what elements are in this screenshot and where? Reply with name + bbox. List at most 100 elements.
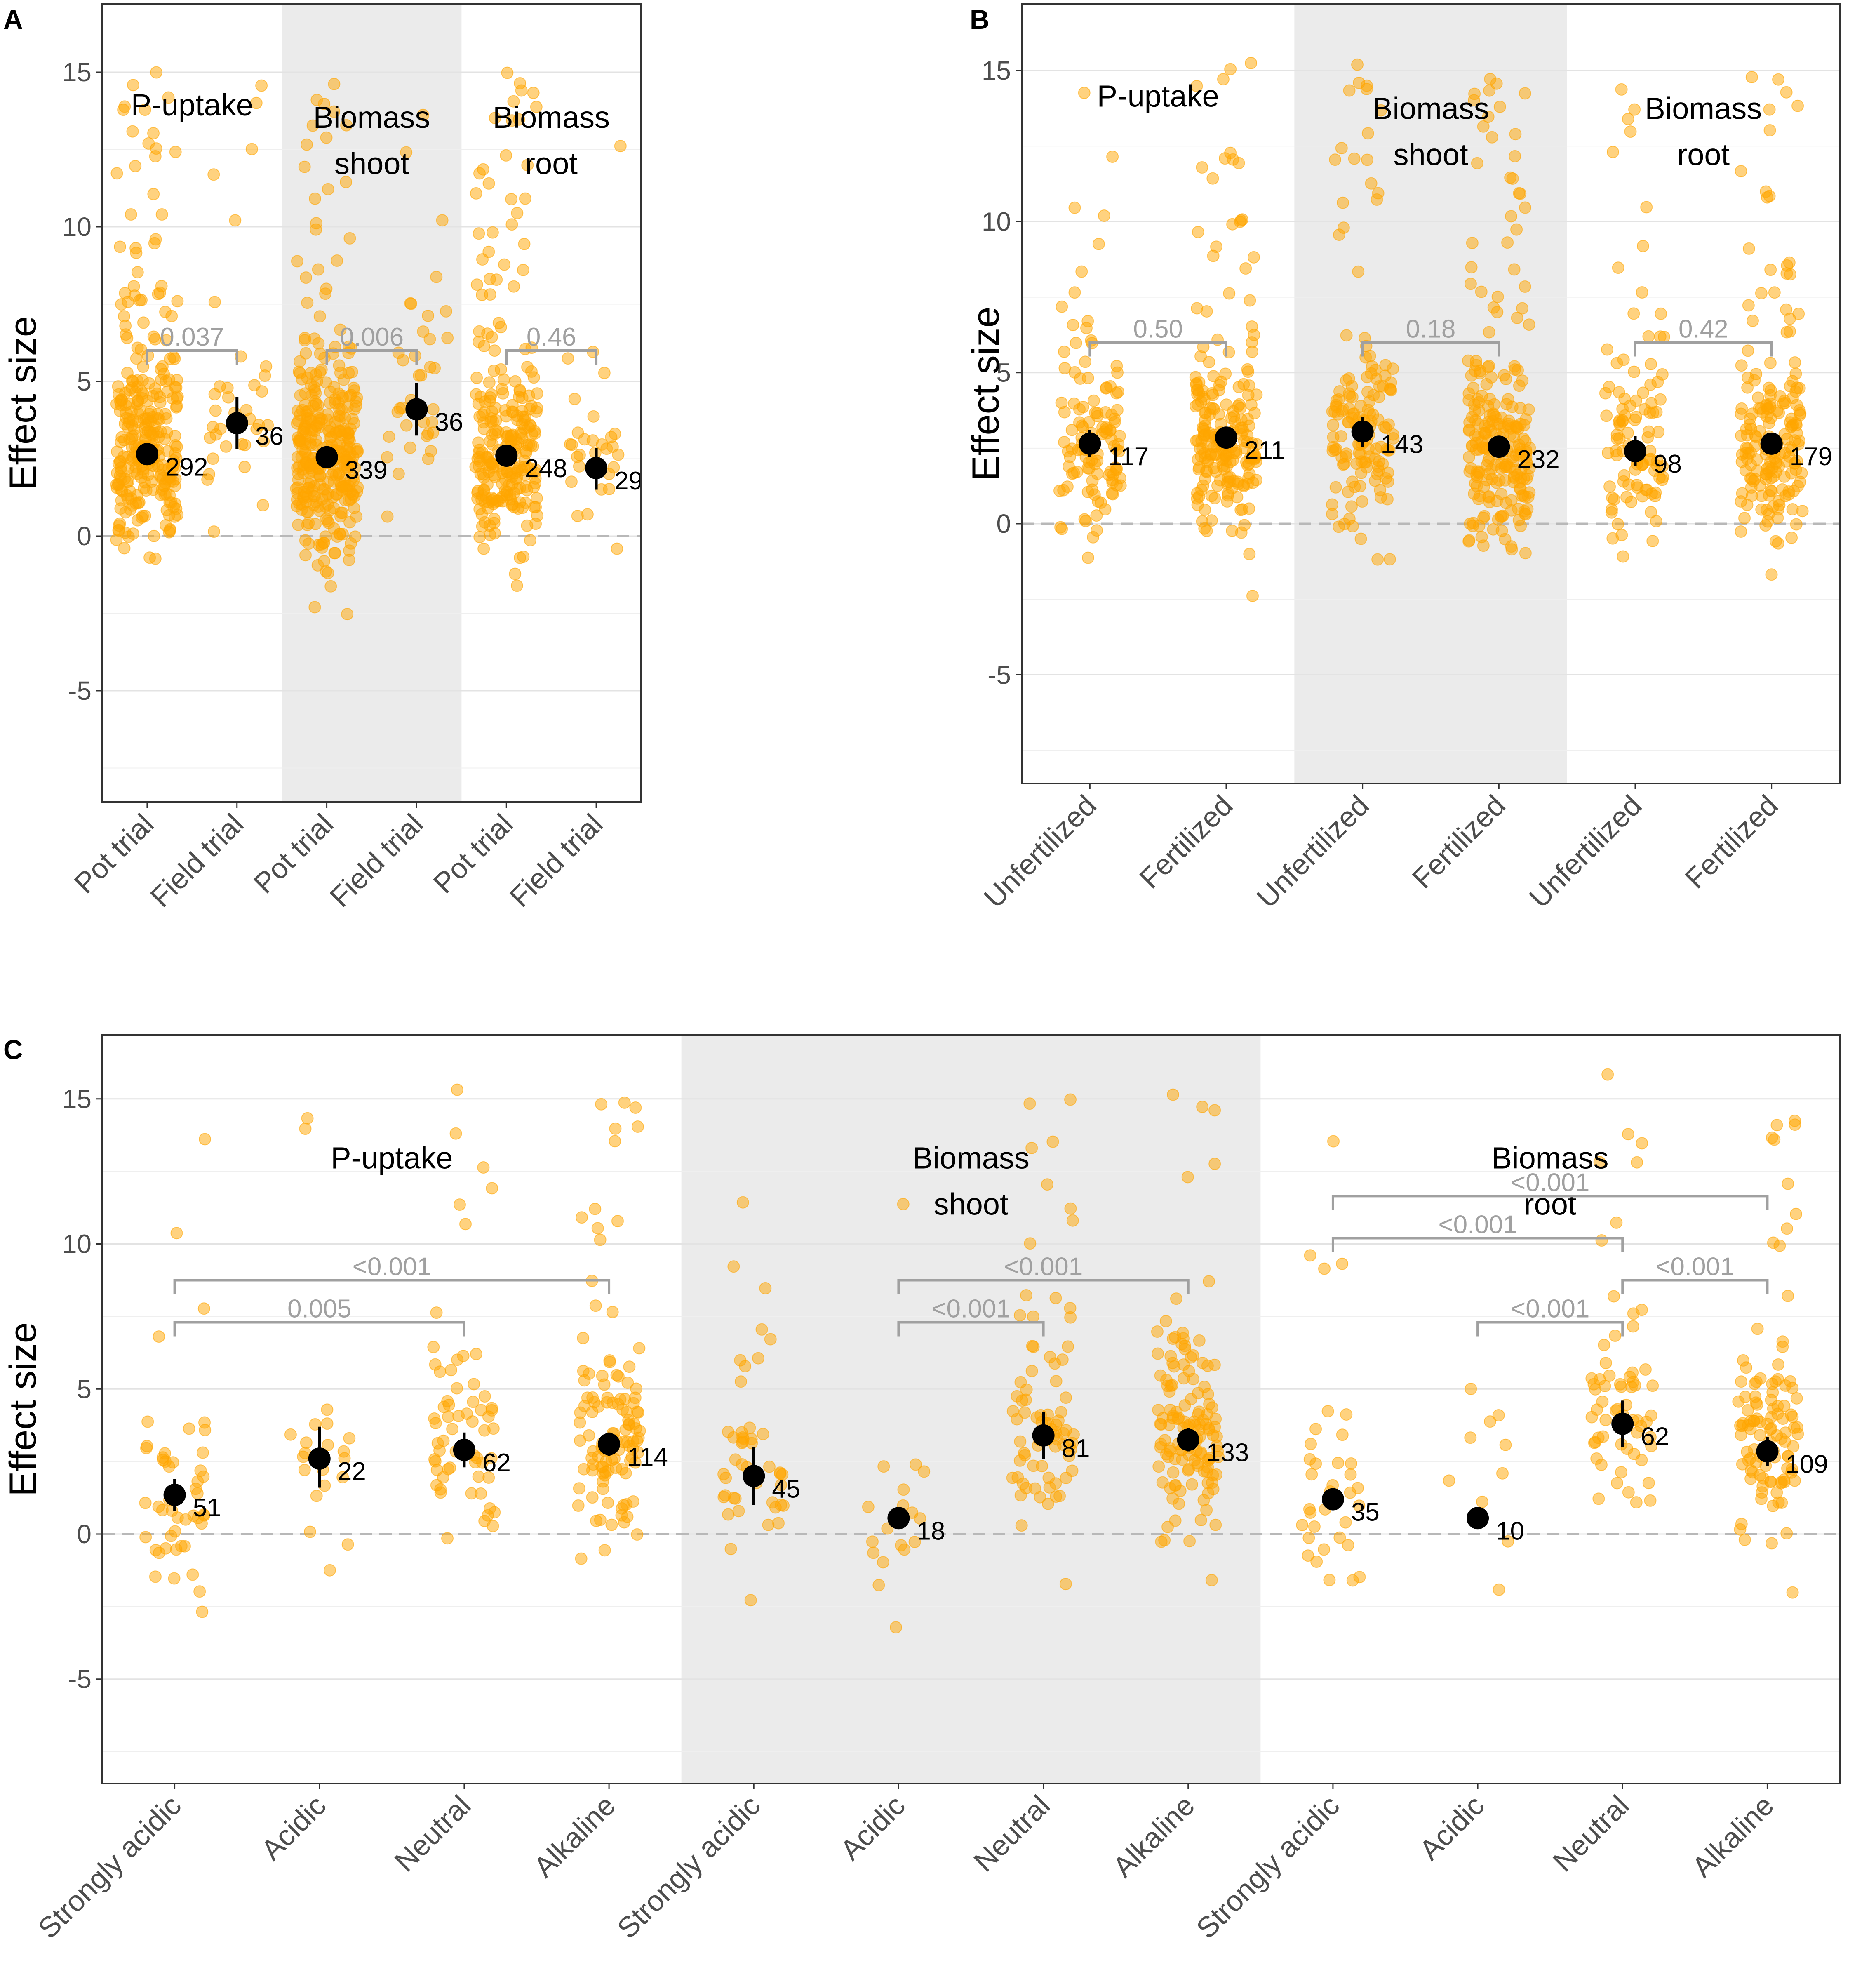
y-tick-label: 10 (982, 207, 1011, 236)
p-value-label: <0.001 (1004, 1252, 1083, 1281)
x-tick-label: Alkaline (527, 1789, 621, 1883)
significance-bracket (505, 349, 598, 365)
data-point (1596, 1396, 1609, 1408)
data-point (1784, 325, 1796, 338)
data-point (446, 1423, 459, 1436)
data-point (890, 1621, 902, 1634)
data-point (508, 280, 520, 293)
data-point (165, 310, 178, 322)
data-point (527, 440, 539, 453)
sample-size-label: 179 (1790, 442, 1832, 471)
data-point (149, 1570, 162, 1583)
data-point (481, 327, 494, 340)
data-point (490, 273, 503, 286)
data-point (1599, 1357, 1612, 1370)
data-point (429, 1358, 442, 1371)
data-point (1061, 480, 1074, 493)
data-point (1068, 201, 1081, 214)
data-point (1382, 466, 1394, 479)
p-value-label: <0.001 (1438, 1210, 1517, 1239)
data-point (381, 510, 394, 523)
data-point (1387, 432, 1400, 445)
p-value-label: 0.50 (1133, 315, 1183, 343)
data-point (1755, 287, 1768, 299)
data-point (1049, 1440, 1062, 1453)
data-point (1243, 502, 1255, 515)
data-point (137, 316, 150, 329)
sample-size-label: 98 (1653, 450, 1682, 478)
data-point (1209, 1518, 1222, 1531)
x-tick-label: Pot trial (68, 807, 160, 899)
data-point (757, 1428, 769, 1440)
data-point (577, 1332, 590, 1344)
data-point (1502, 1535, 1514, 1548)
data-point (162, 91, 175, 104)
data-point (1476, 1495, 1488, 1508)
data-point (1178, 1399, 1191, 1412)
data-point (320, 131, 333, 144)
data-point (1646, 535, 1659, 547)
data-point (1385, 384, 1397, 397)
data-point (310, 438, 323, 451)
p-value-label: 0.037 (160, 323, 224, 351)
data-point (914, 1512, 926, 1525)
data-point (506, 499, 518, 512)
data-point (468, 1378, 480, 1391)
group-label: Biomass (313, 100, 430, 134)
data-point (196, 1446, 209, 1459)
p-value-label: <0.001 (353, 1252, 431, 1281)
data-point (428, 362, 441, 374)
data-point (1495, 511, 1508, 523)
data-point (1304, 1506, 1317, 1519)
data-point (179, 1513, 192, 1526)
data-point (312, 539, 325, 551)
data-point (1482, 400, 1495, 412)
data-point (1763, 417, 1775, 429)
data-point (1501, 236, 1514, 249)
data-point (575, 1552, 588, 1565)
group-label: Biomass (493, 100, 610, 134)
data-point (336, 506, 349, 519)
data-point (1754, 1429, 1766, 1442)
data-point (1092, 238, 1105, 250)
data-point (1182, 1464, 1194, 1477)
data-point (342, 367, 355, 379)
data-point (574, 1416, 586, 1429)
data-point (1346, 1574, 1359, 1587)
data-point (1764, 398, 1777, 410)
data-point (1627, 1307, 1640, 1320)
data-point (1655, 307, 1667, 320)
data-point (1511, 311, 1523, 324)
data-point (1475, 285, 1488, 298)
data-point (1167, 1088, 1179, 1101)
data-point (1296, 1519, 1309, 1532)
data-point (1201, 1477, 1214, 1490)
data-point (197, 1302, 210, 1315)
y-tick-label: 0 (996, 509, 1011, 539)
panel-border (101, 3, 642, 803)
data-point (530, 101, 543, 113)
data-point (183, 1422, 195, 1435)
data-point (1114, 472, 1126, 485)
data-point (1245, 56, 1258, 69)
data-point (1224, 146, 1237, 159)
data-point (1183, 1535, 1196, 1548)
data-point (417, 108, 429, 121)
data-point (1237, 378, 1250, 391)
data-point (633, 1342, 646, 1355)
data-point (1345, 1457, 1357, 1470)
data-point (489, 112, 501, 125)
data-point (1735, 359, 1748, 372)
data-point (621, 1377, 634, 1389)
data-point (1233, 398, 1246, 411)
data-point (343, 516, 356, 529)
data-point (238, 461, 251, 473)
data-point (1079, 515, 1092, 527)
data-point (1305, 1438, 1317, 1450)
data-point (631, 1528, 644, 1541)
data-point (910, 1458, 922, 1471)
data-point (1046, 1135, 1059, 1148)
data-point (207, 525, 220, 538)
data-point (1508, 263, 1521, 276)
data-point (1318, 1262, 1331, 1275)
